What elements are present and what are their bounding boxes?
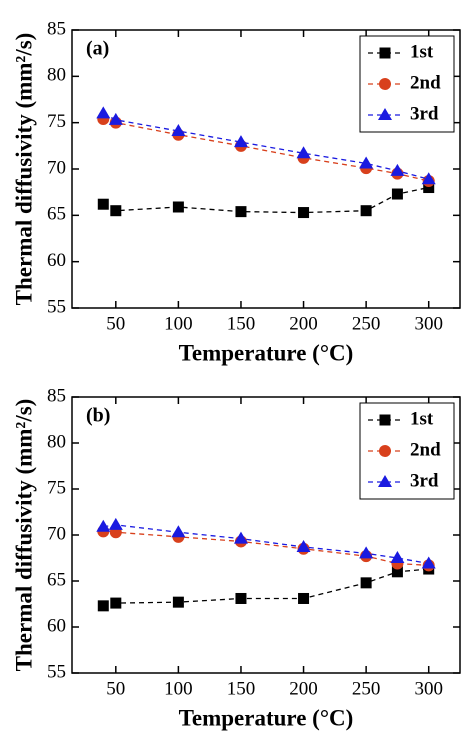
series-line [103,530,429,567]
x-tick-label: 300 [414,678,443,699]
data-point [421,556,436,569]
data-point [108,112,123,125]
data-point [423,182,435,194]
series-line [102,186,429,214]
data-point [110,205,122,217]
data-point [235,206,247,218]
series-line [103,118,429,182]
legend-label: 1st [410,408,434,429]
legend-label: 3rd [410,103,439,124]
x-tick-label: 200 [289,678,318,699]
data-point [298,592,310,604]
series-line [103,568,429,607]
data-point [110,597,122,609]
data-point [296,146,311,159]
data-point [171,124,186,137]
x-tick-label: 50 [106,313,125,334]
data-point [360,205,372,217]
legend-label: 3rd [410,470,439,491]
data-point [391,188,403,200]
y-tick-label: 80 [47,431,66,452]
data-point [391,566,403,578]
data-point [96,519,111,532]
data-point [390,551,405,563]
legend-box [359,402,455,500]
plot-frame [71,396,461,674]
x-tick-label: 250 [352,678,381,699]
data-point [97,198,109,210]
legend-label: 2nd [410,72,441,93]
y-axis-label: Thermal diffusivity (mm²/s) [11,399,36,672]
y-tick-label: 70 [47,157,66,178]
x-tick-label: 250 [352,313,381,334]
y-tick-label: 70 [47,523,66,544]
legend-marker [378,108,392,120]
legend-box [359,35,455,133]
legend-marker [379,47,391,59]
data-point [233,135,248,148]
y-tick-label: 85 [47,18,66,39]
data-point [97,600,109,612]
x-tick-label: 150 [227,678,256,699]
x-axis-label: Temperature (°C) [179,340,354,365]
data-point [96,106,111,119]
data-point [172,596,184,608]
plot-frame [71,29,461,309]
data-point [359,156,374,169]
legend-label: 1st [410,41,434,62]
x-tick-label: 200 [289,313,318,334]
data-point [235,592,247,604]
data-point [296,539,311,552]
x-tick-label: 150 [227,313,256,334]
legend-marker [379,414,391,426]
y-tick-label: 75 [47,111,66,132]
data-point [298,207,310,219]
data-point [233,531,248,544]
x-tick-label: 100 [164,313,193,334]
legend-marker [379,445,391,457]
panel-label: (b) [86,405,110,427]
series-line [103,524,429,565]
y-tick-label: 75 [47,477,66,498]
y-tick-label: 60 [47,250,66,271]
x-axis-label: Temperature (°C) [179,705,354,730]
legend-label: 2nd [410,439,441,460]
y-tick-label: 55 [47,296,66,317]
data-point [421,172,436,185]
series-line [102,112,429,180]
data-point [359,546,374,559]
data-point [172,201,184,213]
data-point [390,163,405,176]
panel-label: (a) [86,38,109,60]
legend-marker [379,78,391,90]
y-tick-label: 65 [47,204,66,225]
x-tick-label: 300 [414,313,443,334]
y-tick-label: 60 [47,615,66,636]
y-tick-label: 55 [47,661,66,682]
data-point [171,525,186,538]
y-tick-label: 80 [47,65,66,86]
legend-marker [378,475,392,487]
y-axis-label: Thermal diffusivity (mm²/s) [11,33,36,306]
y-tick-label: 65 [47,569,66,590]
x-tick-label: 50 [106,678,125,699]
y-tick-label: 85 [47,385,66,406]
x-tick-label: 100 [164,678,193,699]
data-point [360,577,372,589]
data-point [108,517,123,530]
